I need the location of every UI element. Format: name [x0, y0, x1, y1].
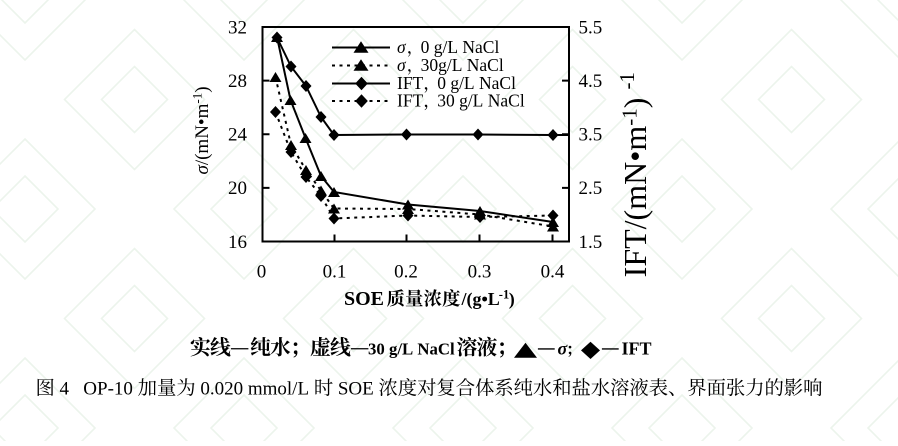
svg-text:IFT: IFT — [397, 91, 424, 111]
svg-text:SOE: SOE — [344, 288, 384, 310]
svg-text:0.4: 0.4 — [541, 262, 565, 283]
svg-text:30g/L NaCl: 30g/L NaCl — [421, 55, 504, 75]
svg-text:σ: σ — [397, 55, 407, 75]
svg-text:16: 16 — [228, 232, 247, 253]
svg-text:2.5: 2.5 — [579, 178, 603, 199]
svg-text:1.5: 1.5 — [579, 232, 603, 253]
svg-text:0 g/L NaCl: 0 g/L NaCl — [421, 37, 500, 57]
svg-text:IFT: IFT — [397, 73, 424, 93]
svg-text:0.3: 0.3 — [468, 262, 492, 283]
svg-text:σ/(mN•m-1): σ/(mN•m-1) — [190, 86, 214, 174]
svg-text:IFT: IFT — [622, 339, 652, 359]
svg-text:4 OP-10: 4 OP-10 — [55, 379, 138, 400]
svg-text:/(g: /(g — [461, 289, 482, 310]
svg-text:5.5: 5.5 — [579, 17, 603, 38]
svg-text:σ: σ — [397, 37, 407, 57]
svg-text:): ) — [509, 289, 515, 310]
svg-text:32: 32 — [228, 17, 247, 38]
svg-text:30 g/L NaCl: 30 g/L NaCl — [437, 91, 525, 111]
svg-text:L: L — [488, 289, 500, 309]
svg-text:30 g/L NaCl: 30 g/L NaCl — [368, 340, 455, 359]
svg-text:20: 20 — [228, 178, 247, 199]
svg-text:3.5: 3.5 — [579, 125, 603, 146]
svg-text:SOE: SOE — [333, 379, 378, 400]
svg-text:-1: -1 — [499, 288, 509, 302]
svg-text:0 g/L NaCl: 0 g/L NaCl — [437, 73, 516, 93]
svg-text:24: 24 — [228, 125, 248, 146]
svg-text:IFT/(mN•m-1) -1: IFT/(mN•m-1) -1 — [615, 72, 653, 277]
svg-text:σ: σ — [558, 339, 569, 359]
svg-text:0.1: 0.1 — [323, 262, 347, 283]
svg-text:0.2: 0.2 — [394, 262, 418, 283]
svg-text:0.020 mmol/L: 0.020 mmol/L — [196, 379, 314, 400]
svg-text:4.5: 4.5 — [579, 71, 603, 92]
svg-text:28: 28 — [228, 71, 247, 92]
svg-text:0: 0 — [257, 262, 267, 283]
